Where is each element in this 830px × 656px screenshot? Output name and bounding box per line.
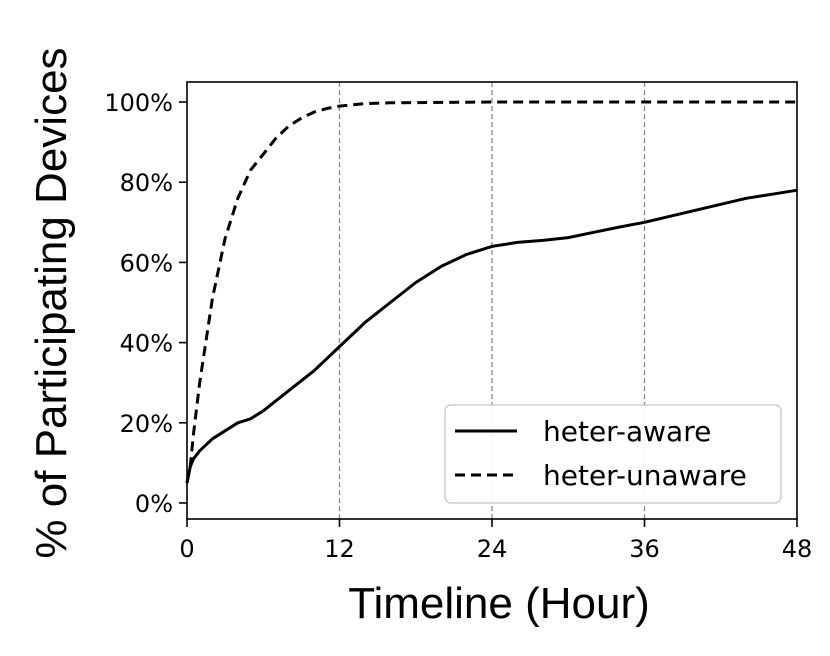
- legend-box: [444, 404, 782, 504]
- y-tick-label: 40%: [120, 330, 173, 358]
- legend-label-heter-unaware: heter-unaware: [543, 459, 747, 492]
- y-tick-label: 100%: [104, 89, 173, 117]
- series-lines: [185, 100, 798, 484]
- y-axis: 0% 20% 40% 60% 80% 100%: [104, 89, 187, 518]
- series-line-heter-aware: [185, 188, 798, 484]
- y-tick-label: 0%: [135, 490, 173, 518]
- legend-label-heter-aware: heter-aware: [543, 415, 711, 448]
- y-axis-title: % of Participating Devices: [27, 47, 76, 558]
- series-line-heter-unaware: [185, 100, 797, 484]
- x-axis: 0 12 24 36 48: [179, 519, 812, 563]
- y-tick-label: 20%: [120, 410, 173, 438]
- y-tick-label: 80%: [120, 169, 173, 197]
- legend: heter-aware heter-unaware: [444, 404, 782, 504]
- x-tick-label: 12: [324, 535, 355, 563]
- y-tick-label: 60%: [120, 249, 173, 277]
- x-tick-label: 36: [629, 535, 660, 563]
- x-tick-label: 0: [179, 535, 194, 563]
- x-tick-label: 48: [782, 535, 813, 563]
- x-tick-label: 24: [477, 535, 508, 563]
- x-axis-title: Timeline (Hour): [348, 579, 650, 628]
